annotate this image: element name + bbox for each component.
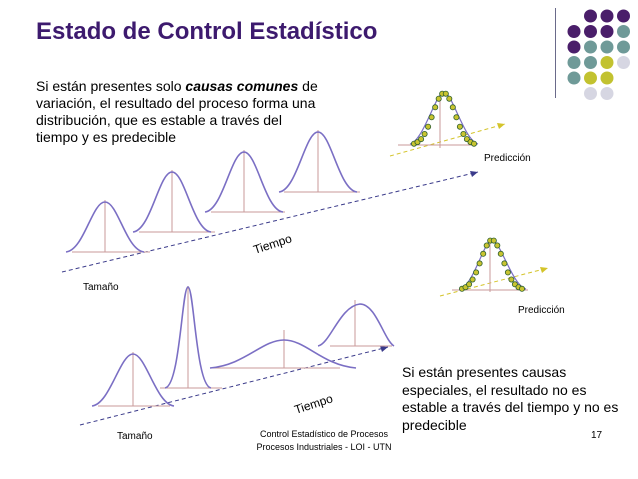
decorative-dot-grid [567,9,630,100]
decorative-dot [600,40,614,54]
bottom-time-arrow [79,346,389,426]
page-title: Estado de Control Estadístico [36,18,378,45]
decorative-dot [567,71,581,85]
decorative-dot [617,40,630,54]
top-prediction-label: Predicción [484,153,531,164]
prediction-dot [449,104,456,111]
top-time-label: Tiempo [252,231,294,257]
footer: Control Estadístico de Procesos Procesos… [254,428,394,454]
decorative-dot [617,56,630,69]
prediction-dot [435,95,442,102]
prediction-dot [421,130,428,137]
top-distribution-2 [132,170,215,233]
common-causes-text-end: de variación, el resultado del proceso f… [36,78,318,145]
decorative-divider [555,8,556,98]
decorative-dot [584,56,597,69]
decorative-dot [600,56,614,69]
bottom-distribution-2 [160,286,222,389]
decorative-dot [600,9,614,23]
bottom-time-arrowhead [380,346,388,352]
decorative-dot [584,9,597,23]
decorative-dot [567,56,581,69]
prediction-dot [432,104,439,111]
bottom-distribution-4 [317,300,395,347]
prediction-dot [442,90,449,97]
page-number: 17 [591,430,603,441]
top-size-label: Tamaño [83,282,119,293]
prediction-dot [453,114,460,121]
bottom-distribution-3 [209,330,357,369]
decorative-dot [600,71,614,85]
decorative-dot [584,87,597,100]
bottom-prediction-dots [458,237,526,292]
footer-line-2: Procesos Industriales - LOI - UTN [256,442,392,452]
prediction-dot [469,276,476,283]
prediction-dot [508,276,515,283]
decorative-dot [584,25,597,38]
decorative-dot [617,25,630,38]
top-prediction [389,90,506,157]
prediction-dot [504,269,511,276]
bottom-time-label: Tiempo [293,391,335,417]
decorative-dot [600,25,614,38]
bottom-size-label: Tamaño [117,431,153,442]
prediction-dot [490,237,497,244]
prediction-dot [480,250,487,257]
prediction-dot [425,123,432,130]
top-time-arrow [61,171,479,273]
prediction-dot [473,269,480,276]
decorative-dot [584,40,597,54]
prediction-dot [466,281,473,288]
decorative-dot [567,40,581,54]
decorative-dot [584,71,597,85]
prediction-dot [446,95,453,102]
prediction-dot [456,123,463,130]
prediction-dot [519,285,526,292]
footer-line-1: Control Estadístico de Procesos [259,429,389,439]
prediction-dot [494,242,501,249]
prediction-dot [483,242,490,249]
common-causes-text: Si están presentes solo causas comunes d… [36,78,321,146]
prediction-dot [418,136,425,143]
top-distribution-3 [204,150,285,213]
top-distribution-4 [278,130,360,193]
common-causes-text-start: Si están presentes solo [36,78,186,94]
decorative-dot [617,9,630,23]
top-prediction-dots [410,90,477,147]
decorative-dot [600,87,614,100]
bottom-distribution-1 [91,352,175,407]
prediction-dot [476,260,483,267]
top-distribution-1 [65,200,150,253]
prediction-dot [497,250,504,257]
prediction-dot [460,130,467,137]
prediction-dot [428,114,435,121]
special-causes-text: Si están presentes causas especiales, el… [402,364,619,433]
bottom-prediction-label: Predicción [518,305,565,316]
bottom-prediction [439,237,549,297]
common-causes-emphasis: causas comunes [185,78,299,94]
decorative-dot [567,25,581,38]
prediction-dot [501,260,508,267]
top-time-arrowhead [470,171,478,177]
prediction-dot [470,140,477,147]
